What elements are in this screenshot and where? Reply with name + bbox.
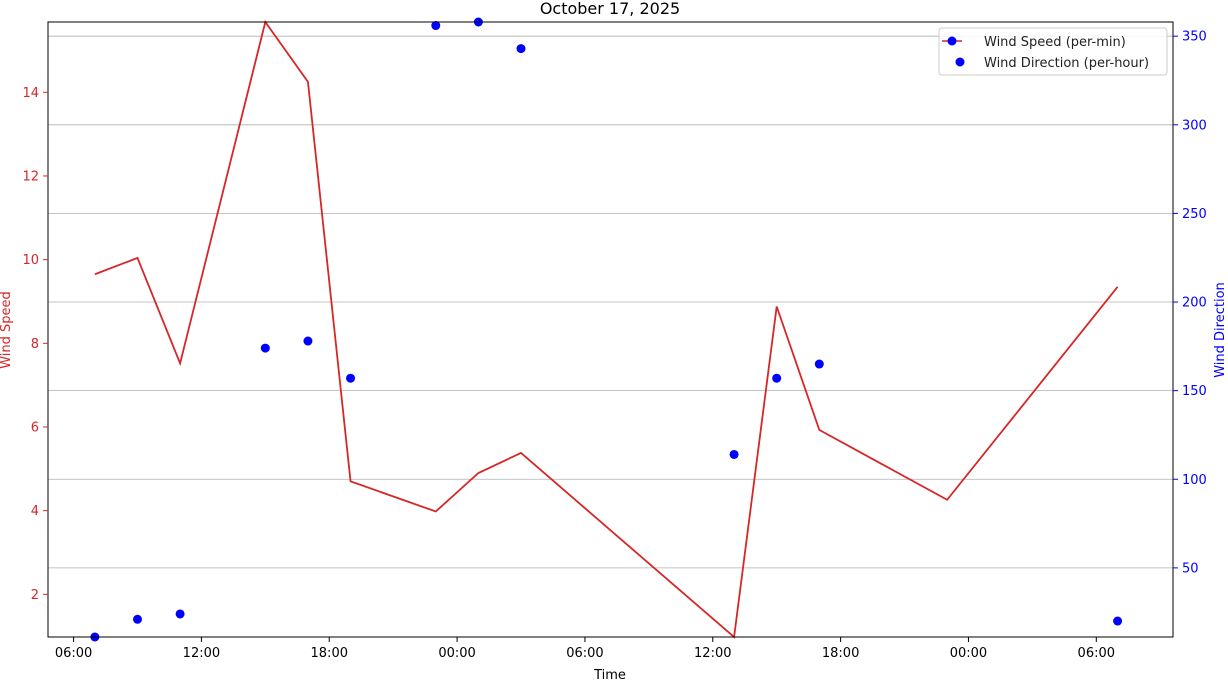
x-tick-label: 12:00 <box>183 646 220 661</box>
wind-direction-point <box>175 609 185 619</box>
right-tick-label: 350 <box>1182 30 1207 45</box>
x-tick-label: 06:00 <box>566 646 603 661</box>
left-axis-title: Wind Speed <box>0 291 14 369</box>
x-tick-label: 06:00 <box>55 646 92 661</box>
chart-title: October 17, 2025 <box>540 0 680 18</box>
wind-speed-line <box>94 19 1119 639</box>
x-axis-title: Time <box>593 668 626 682</box>
left-tick-label: 14 <box>22 86 39 101</box>
plot-frame <box>47 21 1174 638</box>
x-tick-label: 06:00 <box>1078 646 1115 661</box>
legend-label-direction: Wind Direction (per-hour) <box>984 56 1149 71</box>
wind-direction-point <box>772 373 782 383</box>
x-axis: 06:00 12:00 18:00 00:00 06:00 12:00 18:00 00:00… <box>55 637 1115 661</box>
x-tick-label: 18:00 <box>822 646 859 661</box>
legend-marker-direction <box>955 57 965 67</box>
right-y-axis: 50 100 150 200 250 300 350 <box>1173 30 1207 576</box>
wind-direction-point <box>260 343 270 353</box>
left-tick-label: 12 <box>22 169 39 184</box>
legend-marker-speed <box>947 36 957 46</box>
left-tick-label: 2 <box>31 588 39 603</box>
wind-direction-point <box>516 44 526 54</box>
wind-direction-point <box>814 359 824 369</box>
wind-direction-point <box>346 373 356 383</box>
x-tick-label: 00:00 <box>438 646 475 661</box>
right-tick-label: 300 <box>1182 118 1207 133</box>
legend-label-speed: Wind Speed (per-min) <box>984 35 1126 50</box>
wind-direction-point <box>431 21 441 31</box>
left-tick-label: 4 <box>31 504 39 519</box>
right-tick-label: 200 <box>1182 296 1207 311</box>
legend-box <box>938 27 1168 76</box>
left-y-axis: 2 4 6 8 10 12 14 <box>22 86 48 603</box>
x-tick-label: 00:00 <box>950 646 987 661</box>
wind-direction-point <box>729 449 739 459</box>
x-tick-label: 12:00 <box>694 646 731 661</box>
right-tick-label: 150 <box>1182 384 1207 399</box>
left-tick-label: 8 <box>31 337 39 352</box>
gridlines <box>48 35 1173 569</box>
right-tick-label: 50 <box>1182 561 1199 576</box>
left-tick-label: 6 <box>31 420 39 435</box>
series-layer <box>90 17 1123 642</box>
legend: Wind Speed (per-min) Wind Direction (per… <box>938 27 1168 76</box>
wind-direction-point <box>1113 616 1123 626</box>
right-tick-label: 250 <box>1182 207 1207 222</box>
x-tick-label: 18:00 <box>311 646 348 661</box>
right-tick-label: 100 <box>1182 473 1207 488</box>
wind-direction-point <box>132 614 142 624</box>
wind-direction-point <box>303 336 313 346</box>
left-tick-label: 10 <box>22 253 39 268</box>
right-axis-title: Wind Direction <box>1213 282 1228 378</box>
